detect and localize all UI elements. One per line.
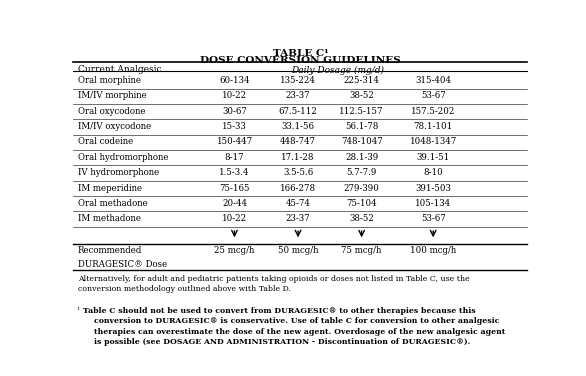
Text: 105-134: 105-134 xyxy=(415,199,451,208)
Text: IM/IV oxycodone: IM/IV oxycodone xyxy=(78,122,151,131)
Text: 23-37: 23-37 xyxy=(286,91,311,100)
Text: 33.1-56: 33.1-56 xyxy=(281,122,315,131)
Text: TABLE C¹: TABLE C¹ xyxy=(272,49,328,58)
Text: 748-1047: 748-1047 xyxy=(341,138,383,147)
Text: 3.5-5.6: 3.5-5.6 xyxy=(283,168,313,177)
Text: 38-52: 38-52 xyxy=(349,214,374,223)
Text: Oral hydromorphone: Oral hydromorphone xyxy=(78,153,168,162)
Text: Oral methadone: Oral methadone xyxy=(78,199,148,208)
Text: 60-134: 60-134 xyxy=(219,76,250,85)
Text: IM/IV morphine: IM/IV morphine xyxy=(78,91,146,100)
Text: Current Analgesic: Current Analgesic xyxy=(78,65,161,74)
Text: 8-10: 8-10 xyxy=(423,168,443,177)
Text: 45-74: 45-74 xyxy=(285,199,311,208)
Text: 135-224: 135-224 xyxy=(280,76,316,85)
Text: 1.5-3.4: 1.5-3.4 xyxy=(219,168,250,177)
Text: 166-278: 166-278 xyxy=(280,183,316,193)
Text: DOSE CONVERSION GUIDELINES: DOSE CONVERSION GUIDELINES xyxy=(200,56,401,65)
Text: Table C should not be used to convert from DURAGESIC® to other therapies because: Table C should not be used to convert fr… xyxy=(83,307,506,346)
Text: 75-104: 75-104 xyxy=(346,199,377,208)
Text: 157.5-202: 157.5-202 xyxy=(411,107,455,116)
Text: 1048-1347: 1048-1347 xyxy=(410,138,457,147)
Text: 75-165: 75-165 xyxy=(219,183,250,193)
Text: Oral oxycodone: Oral oxycodone xyxy=(78,107,145,116)
Text: 39.1-51: 39.1-51 xyxy=(417,153,450,162)
Text: 225-314: 225-314 xyxy=(344,76,380,85)
Text: IM methadone: IM methadone xyxy=(78,214,141,223)
Text: IM meperidine: IM meperidine xyxy=(78,183,142,193)
Text: 100 mcg/h: 100 mcg/h xyxy=(410,246,456,255)
Text: DURAGESIC® Dose: DURAGESIC® Dose xyxy=(78,260,167,269)
Text: Daily Dosage (mg/d): Daily Dosage (mg/d) xyxy=(291,65,384,74)
Text: 279-390: 279-390 xyxy=(344,183,380,193)
Text: 448-747: 448-747 xyxy=(280,138,316,147)
Text: 20-44: 20-44 xyxy=(222,199,247,208)
Text: 67.5-112: 67.5-112 xyxy=(278,107,318,116)
Text: 53-67: 53-67 xyxy=(421,91,445,100)
Text: 78.1-101: 78.1-101 xyxy=(414,122,453,131)
Text: 315-404: 315-404 xyxy=(415,76,451,85)
Text: Recommended: Recommended xyxy=(78,246,142,255)
Text: Oral morphine: Oral morphine xyxy=(78,76,141,85)
Text: 391-503: 391-503 xyxy=(415,183,451,193)
Text: 50 mcg/h: 50 mcg/h xyxy=(278,246,318,255)
Text: 23-37: 23-37 xyxy=(286,214,311,223)
Text: 53-67: 53-67 xyxy=(421,214,445,223)
Text: Oral codeine: Oral codeine xyxy=(78,138,133,147)
Text: 28.1-39: 28.1-39 xyxy=(345,153,378,162)
Text: 8-17: 8-17 xyxy=(224,153,244,162)
Text: 150-447: 150-447 xyxy=(216,138,253,147)
Text: 17.1-28: 17.1-28 xyxy=(281,153,315,162)
Text: 25 mcg/h: 25 mcg/h xyxy=(214,246,255,255)
Text: 10-22: 10-22 xyxy=(222,91,247,100)
Text: 112.5-157: 112.5-157 xyxy=(339,107,384,116)
Text: ¹: ¹ xyxy=(77,307,80,315)
Text: 75 mcg/h: 75 mcg/h xyxy=(342,246,382,255)
Text: 5.7-7.9: 5.7-7.9 xyxy=(346,168,377,177)
Text: 56.1-78: 56.1-78 xyxy=(345,122,379,131)
Text: 38-52: 38-52 xyxy=(349,91,374,100)
Text: Alternatively, for adult and pediatric patients taking opioids or doses not list: Alternatively, for adult and pediatric p… xyxy=(78,275,469,293)
Text: IV hydromorphone: IV hydromorphone xyxy=(78,168,159,177)
Text: 30-67: 30-67 xyxy=(222,107,247,116)
Text: 15-33: 15-33 xyxy=(222,122,247,131)
Text: 10-22: 10-22 xyxy=(222,214,247,223)
